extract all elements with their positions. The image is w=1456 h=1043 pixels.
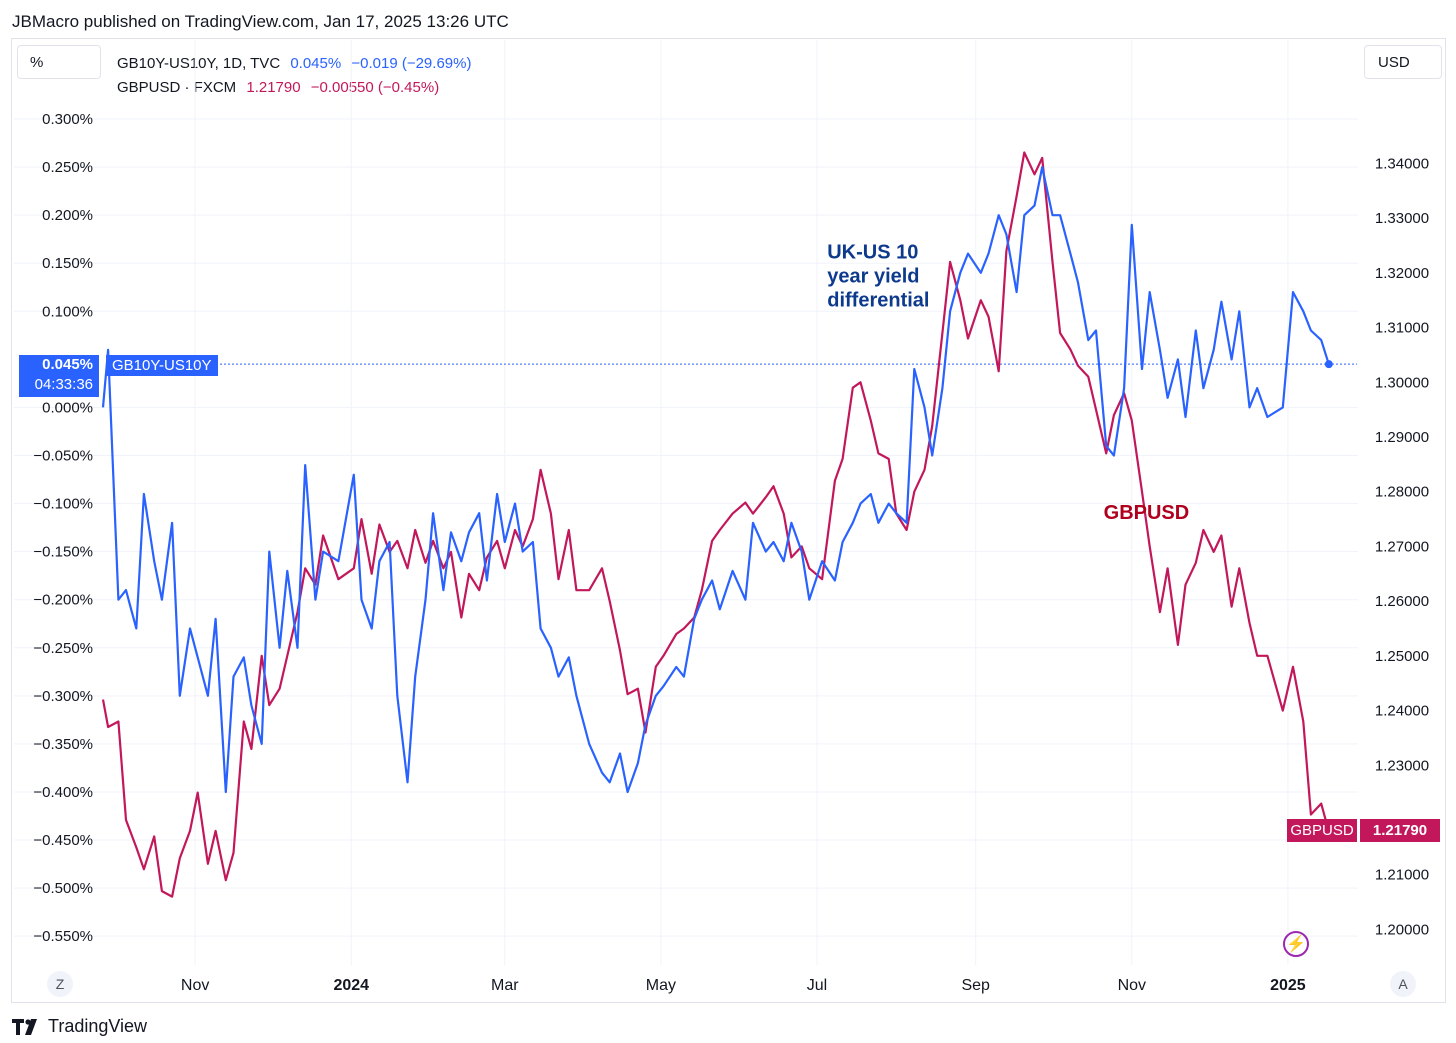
legend-gbpusd-name: GBPUSD · FXCM [117,79,237,96]
tradingview-logo-icon [12,1018,37,1035]
series-legend: GB10Y-US10Y, 1D, TVC 0.045% −0.019 (−29.… [117,52,471,100]
legend-row-gbpusd[interactable]: GBPUSD · FXCM 1.21790 −0.00550 (−0.45%) [117,76,471,100]
spread-last-value: 0.045% [42,356,93,373]
chart-frame [11,38,1446,1003]
right-scale-currency-label: USD [1378,53,1410,71]
legend-row-spread[interactable]: GB10Y-US10Y, 1D, TVC 0.045% −0.019 (−29.… [117,52,471,76]
gbpusd-last-value-badge: 1.21790 [1360,819,1440,842]
bar-countdown: 04:33:36 [34,376,93,393]
legend-spread-last: 0.045% [290,55,342,72]
footer-brand-name: TradingView [48,1016,148,1036]
spread-last-value-badge: 0.045% 04:33:36 [19,355,99,397]
lightning-icon[interactable]: ⚡ [1283,931,1309,957]
spread-name-badge: GB10Y-US10Y [106,355,218,376]
gbpusd-name-badge: GBPUSD [1287,819,1357,842]
left-scale-unit-button[interactable]: % [17,45,101,79]
legend-gbpusd-change: −0.00550 (−0.45%) [310,79,440,96]
footer-brand[interactable]: TradingView [12,1016,147,1037]
auto-scale-button[interactable]: A [1390,971,1416,997]
legend-spread-change: −0.019 (−29.69%) [351,55,472,72]
right-scale-currency-button[interactable]: USD [1364,45,1442,79]
legend-gbpusd-last: 1.21790 [246,79,301,96]
zoom-reset-button[interactable]: Z [47,971,73,997]
legend-spread-name: GB10Y-US10Y, 1D, TVC [117,55,281,72]
publish-header: JBMacro published on TradingView.com, Ja… [12,12,509,31]
left-scale-unit-label: % [30,53,44,71]
